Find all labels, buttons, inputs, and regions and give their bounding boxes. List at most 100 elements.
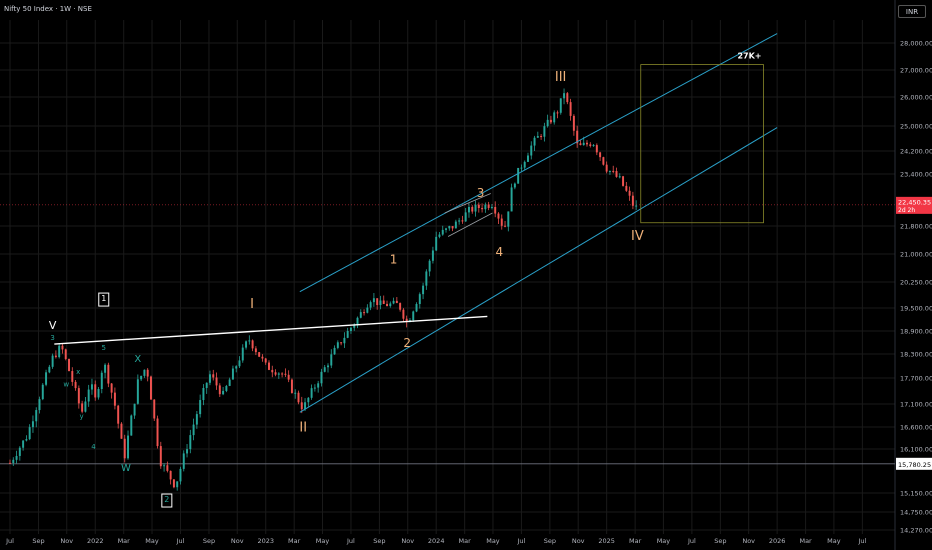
wave-label: 1 xyxy=(101,294,106,303)
x-tick-label: Sep xyxy=(544,537,556,545)
candle-body xyxy=(553,112,556,123)
candle-body xyxy=(58,345,61,358)
candle-body xyxy=(48,366,51,373)
candle-body xyxy=(199,400,202,415)
x-tick-label: Mar xyxy=(629,537,642,545)
candle-body xyxy=(513,183,516,188)
wave-label: V xyxy=(49,319,57,332)
candle-body xyxy=(25,439,28,441)
candle-body xyxy=(294,392,297,394)
candle-body xyxy=(172,479,175,488)
candle-body xyxy=(146,369,149,377)
candle-body xyxy=(405,318,408,322)
candle-body xyxy=(625,185,628,191)
candle-body xyxy=(28,427,31,440)
candle-body xyxy=(212,374,215,378)
candle-body xyxy=(300,402,303,410)
candle-body xyxy=(189,435,192,450)
candle-body xyxy=(22,440,25,448)
reference-label: 15,780.25 xyxy=(898,461,931,469)
chart-title: Nifty 50 Index · 1W · NSE xyxy=(4,5,92,13)
wave-label: W xyxy=(121,463,131,474)
target-box-label: 27K+ xyxy=(737,52,761,61)
wave-label: x xyxy=(76,368,80,376)
wave-label: X xyxy=(134,354,141,365)
candle-body xyxy=(517,167,520,184)
candle-body xyxy=(94,384,97,398)
y-tick-label: 21,800.00 xyxy=(900,223,932,231)
candle-body xyxy=(123,438,126,459)
candle-body xyxy=(579,143,582,146)
wave-label: 2 xyxy=(164,495,169,504)
y-tick-label: 27,000.00 xyxy=(900,67,932,75)
candle-body xyxy=(31,421,34,428)
candle-body xyxy=(389,303,392,307)
candle-body xyxy=(18,447,21,456)
candle-body xyxy=(569,102,572,116)
candle-body xyxy=(327,365,329,368)
candle-body xyxy=(628,190,631,196)
candle-body xyxy=(369,302,372,308)
candle-body xyxy=(297,392,300,403)
candle-body xyxy=(474,204,477,212)
candle-body xyxy=(386,303,388,307)
candle-body xyxy=(15,455,18,460)
y-tick-label: 16,600.00 xyxy=(900,424,932,432)
candle-body xyxy=(599,152,602,158)
candle-body xyxy=(527,155,529,162)
y-tick-label: 24,200.00 xyxy=(900,148,932,156)
candle-body xyxy=(376,298,379,306)
y-tick-label: 14,270.00 xyxy=(900,527,932,535)
x-tick-label: Nov xyxy=(401,537,414,545)
y-tick-label: 18,900.00 xyxy=(900,328,932,336)
y-tick-label: 21,000.00 xyxy=(900,251,932,259)
candle-body xyxy=(130,415,133,436)
candle-body xyxy=(107,364,110,384)
channel-lower-line[interactable] xyxy=(299,127,778,413)
x-tick-label: May xyxy=(657,537,671,545)
candle-body xyxy=(566,93,569,103)
channel-upper-line[interactable] xyxy=(299,33,778,293)
y-tick-label: 17,100.00 xyxy=(900,401,932,409)
candle-body xyxy=(494,206,497,214)
target-box[interactable] xyxy=(640,64,764,224)
y-tick-label: 14,750.00 xyxy=(900,509,932,517)
candle-body xyxy=(605,164,608,172)
white-trendline[interactable] xyxy=(54,315,488,345)
candle-body xyxy=(166,465,169,471)
candle-body xyxy=(353,324,356,328)
candle-body xyxy=(608,170,611,172)
candle-body xyxy=(317,383,320,388)
wave-label: 3 xyxy=(50,334,54,342)
x-tick-label: Jul xyxy=(5,537,14,545)
candle-body xyxy=(523,161,526,168)
currency-badge[interactable]: INR xyxy=(898,5,926,18)
candle-body xyxy=(218,385,221,395)
y-tick-label: 23,400.00 xyxy=(900,171,932,179)
candle-body xyxy=(631,195,634,206)
candle-body xyxy=(464,212,467,222)
candle-body xyxy=(241,347,244,361)
x-tick-label: Mar xyxy=(459,537,472,545)
candle-body xyxy=(268,362,270,370)
wave-label-box xyxy=(98,292,110,307)
candle-body xyxy=(366,307,369,313)
candle-body xyxy=(264,358,267,363)
candle-body xyxy=(372,298,375,303)
candle-body xyxy=(363,312,366,314)
candle-body xyxy=(9,462,11,464)
last-price-countdown: 2d 2h xyxy=(898,207,915,214)
candle-body xyxy=(195,414,198,425)
candle-body xyxy=(382,300,385,304)
candle-body xyxy=(435,236,438,251)
candle-body xyxy=(543,126,546,137)
candle-body xyxy=(41,384,44,400)
candle-body xyxy=(117,405,120,424)
candle-body xyxy=(179,468,182,482)
candle-body xyxy=(35,410,38,422)
candle-body xyxy=(274,372,277,375)
candle-body xyxy=(192,424,195,436)
candle-body xyxy=(215,377,218,386)
candle-body xyxy=(307,397,310,403)
